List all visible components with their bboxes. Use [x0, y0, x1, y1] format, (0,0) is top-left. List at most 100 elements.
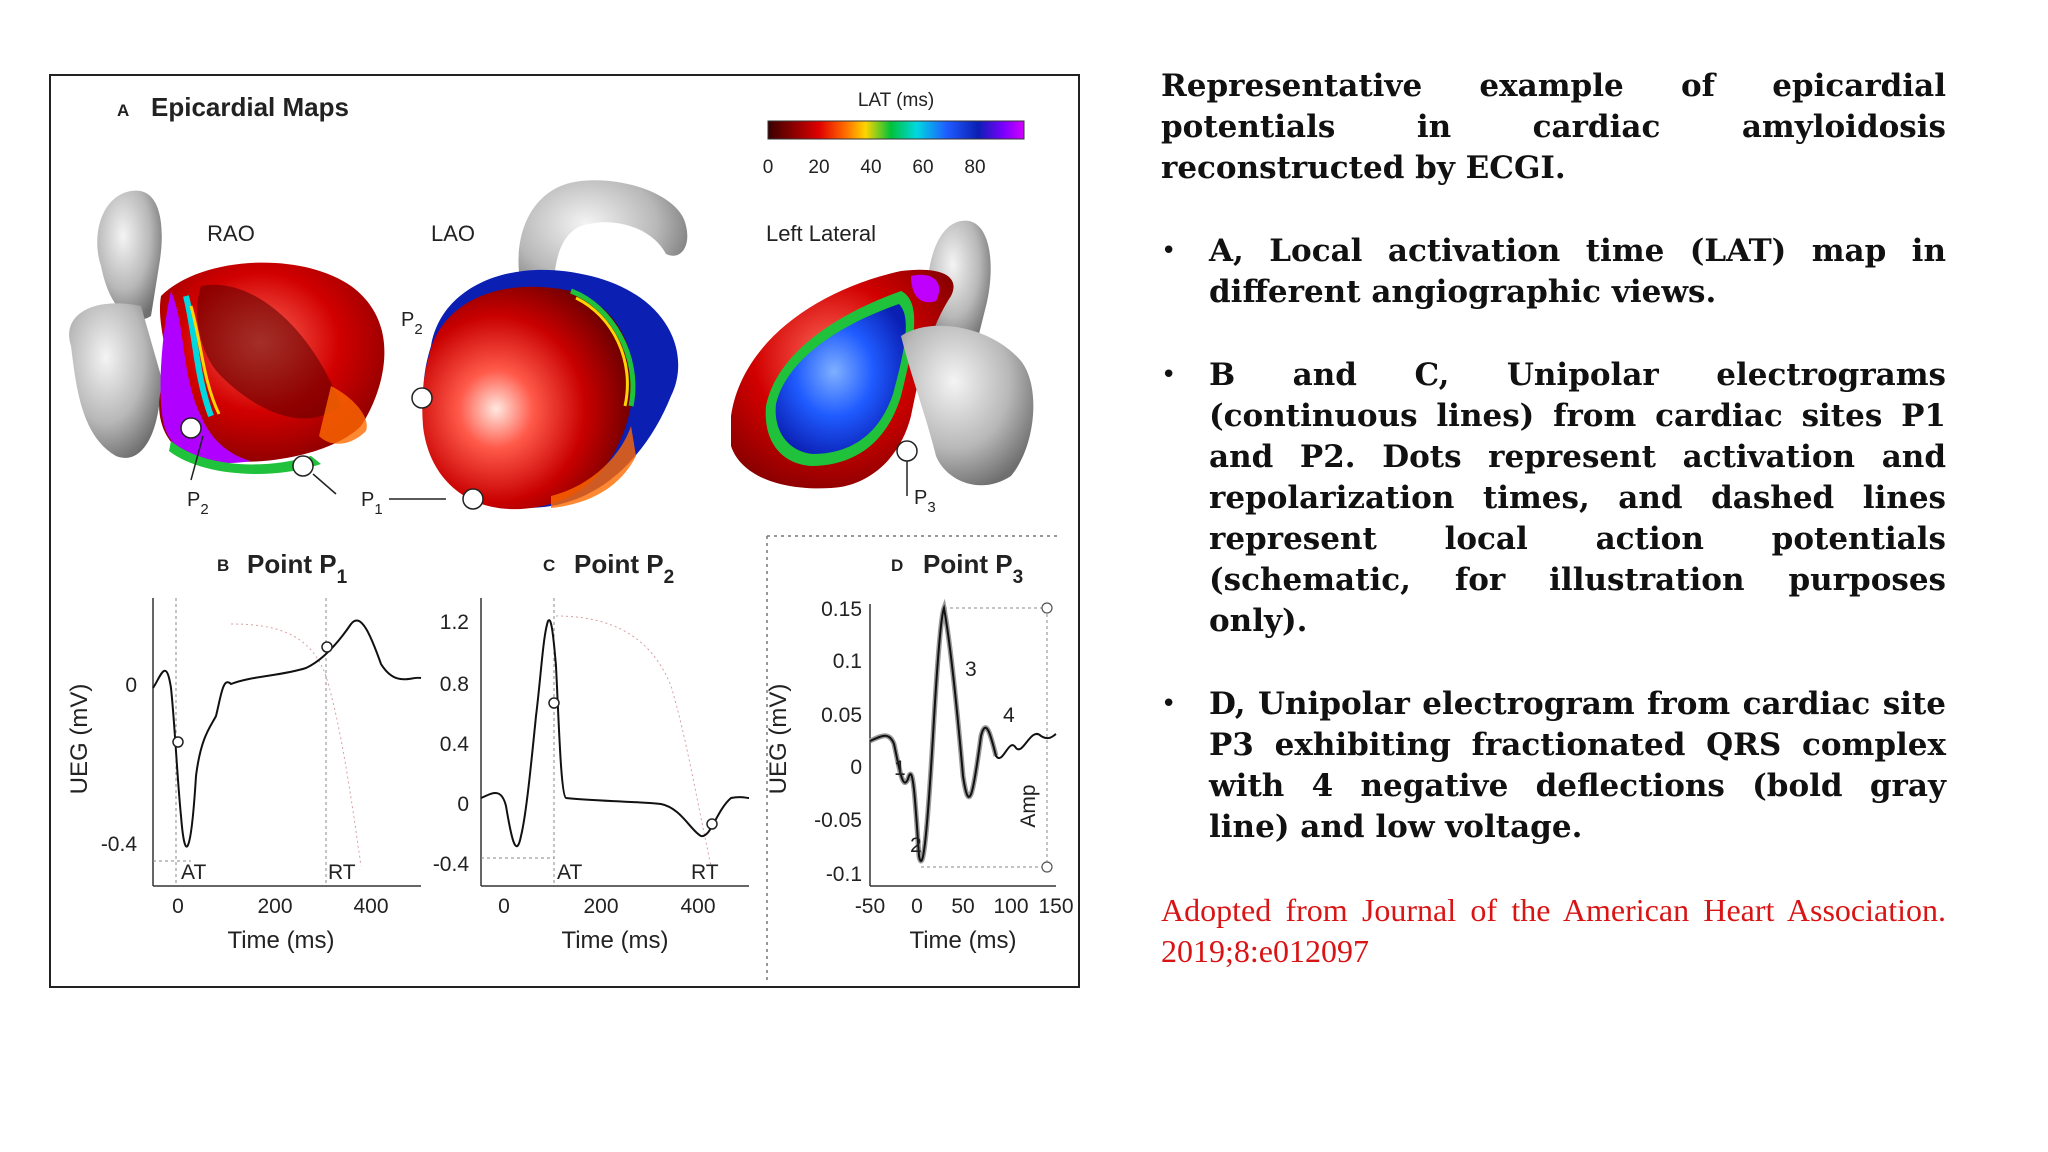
panel-d-xtick: 50: [951, 895, 974, 918]
caption-bullet-text: D, Unipolar electrogram from cardiac sit…: [1209, 686, 1946, 845]
panel-d-xtick: -50: [855, 895, 885, 918]
lao-orange-band: [551, 426, 636, 508]
panel-d-xtick: 150: [1038, 895, 1073, 918]
heart-left-lateral: P3: [731, 220, 1034, 516]
panel-b-ytick: -0.4: [101, 833, 138, 856]
lat-colorbar: LAT (ms) 0 20 40 60 80: [763, 90, 1025, 178]
colorbar-tick: 80: [964, 157, 985, 178]
panel-b-xtick: 400: [353, 895, 388, 918]
panel-b-rt-dot: [321, 641, 333, 653]
panel-c-ueg-trace: [480, 619, 750, 848]
panel-c-xtick: 200: [583, 895, 618, 918]
colorbar-title: LAT (ms): [858, 90, 934, 111]
panel-d-ytick: 0.1: [833, 650, 862, 673]
rao-cyan-band: [183, 295, 214, 418]
figure-canvas: A Epicardial Maps LAT (ms) 0 20 40 60 80…: [66, 90, 1074, 981]
ll-blue-region: [775, 304, 906, 454]
panel-d-deflection-3: 3: [965, 658, 977, 681]
view-label-lao: LAO: [431, 221, 475, 246]
panel-c-ytick: 0.4: [440, 733, 470, 756]
ll-atrium: [901, 325, 1034, 486]
panel-b-xlabel: Time (ms): [227, 927, 334, 954]
panel-b-ytick: 0: [125, 674, 137, 697]
panel-d-xtick: 0: [911, 895, 923, 918]
label-p2-rao: P2: [187, 489, 209, 518]
panel-d-deflection-4: 4: [1003, 704, 1015, 727]
panel-d-ueg-trace: [869, 604, 1057, 862]
bullet-dot: •: [1161, 236, 1177, 266]
panel-c-ytick: -0.4: [433, 853, 470, 876]
panel-c-xlabel: Time (ms): [561, 927, 668, 954]
panel-c-xtick: 400: [680, 895, 715, 918]
heart-rao: P2 P1: [69, 190, 446, 518]
panel-b-ueg-trace: [152, 619, 422, 848]
panel-d-ytick: 0: [850, 756, 862, 779]
colorbar-tick: 20: [808, 157, 829, 178]
panel-d-ytick: 0.05: [821, 704, 862, 727]
colorbar-bar: [767, 120, 1025, 140]
caption-lead: Representative example of epicardial pot…: [1161, 68, 1946, 186]
caption-bullet-text: B and C, Unipolar electrograms (continuo…: [1209, 357, 1946, 639]
colorbar-tick: 0: [763, 157, 774, 178]
heart-lao: P2: [401, 180, 688, 510]
panel-b-at-dot: [172, 736, 184, 748]
rao-atrium: [69, 303, 161, 458]
caption-bullet-bc: • B and C, Unipolar electrograms (continu…: [1161, 355, 1946, 642]
panel-c-xtick: 0: [498, 895, 510, 918]
figure-panel: A Epicardial Maps LAT (ms) 0 20 40 60 80…: [49, 74, 1080, 988]
panel-c-ytick: 0.8: [440, 673, 469, 696]
panel-d-amp-bottom-dot: [1041, 861, 1053, 873]
panel-d-xtick: 100: [993, 895, 1028, 918]
panel-d-amp-label: Amp: [1017, 784, 1040, 827]
panel-a-title: Epicardial Maps: [151, 92, 349, 122]
leader-p2-rao: [190, 435, 204, 481]
label-p3: P3: [914, 487, 936, 516]
panel-c: C Point P2 1.2 0.8 0.4 0 -0.4 0 200 400 …: [433, 549, 750, 954]
panel-d-letter: D: [891, 556, 903, 575]
rao-orange-band: [319, 386, 367, 444]
panel-d-deflection-2: 2: [910, 834, 922, 857]
label-p2-lao: P2: [401, 309, 423, 338]
panel-c-letter: C: [543, 556, 555, 575]
panel-a: A Epicardial Maps LAT (ms) 0 20 40 60 80…: [69, 90, 1034, 518]
panel-c-ytick: 1.2: [440, 611, 469, 634]
caption-credit: Adopted from Journal of the American Hea…: [1161, 892, 1946, 969]
panel-c-title: Point P2: [574, 549, 674, 588]
marker-p3: [896, 440, 918, 462]
lao-yellow-band: [575, 296, 629, 407]
panel-b: B Point P1 0 -0.4 0 200 400 AT RT Time (…: [66, 549, 422, 954]
panel-b-at-label: AT: [181, 861, 206, 884]
view-label-rao: RAO: [207, 221, 255, 246]
panel-b-letter: B: [217, 556, 229, 575]
bullet-dot: •: [1161, 689, 1177, 719]
colorbar-tick: 40: [860, 157, 881, 178]
panel-c-at-dot: [548, 697, 560, 709]
panel-d-ytick: 0.15: [821, 598, 862, 621]
panel-b-action-potential: [230, 623, 362, 867]
leader-p1-rao: [312, 473, 337, 495]
panel-c-rt-label: RT: [691, 861, 719, 884]
panel-d-ylabel: UEG (mV): [765, 684, 792, 795]
marker-p2-lao: [411, 387, 433, 409]
rao-yellow-band: [189, 305, 221, 415]
lao-aorta: [518, 180, 688, 306]
rao-purple-band: [160, 291, 251, 463]
panel-d: D Point P3 0.15 0.1 0.05 0 -0.05 -0.1 -5…: [765, 535, 1074, 981]
panel-c-ytick: 0: [457, 793, 469, 816]
view-label-left-lateral: Left Lateral: [766, 221, 876, 246]
marker-p2-rao: [180, 417, 202, 439]
panel-d-deflection-1: 1: [894, 757, 906, 780]
panel-d-ytick: -0.05: [814, 809, 862, 832]
lao-ventricle: [422, 286, 634, 510]
panel-c-rt-dot: [706, 818, 718, 830]
colorbar-tick: 60: [912, 157, 933, 178]
caption-bullet-d: • D, Unipolar electrogram from cardiac si…: [1161, 684, 1946, 848]
panel-d-xlabel: Time (ms): [909, 927, 1016, 954]
panel-c-at-label: AT: [557, 861, 582, 884]
panel-b-rt-label: RT: [328, 861, 356, 884]
panel-b-title: Point P1: [247, 549, 348, 588]
marker-p1-rao: [292, 455, 314, 477]
marker-p1-lao: [462, 488, 484, 510]
caption-bullet-text: A, Local activation time (LAT) map in di…: [1209, 233, 1946, 310]
panel-c-action-potential: [555, 615, 712, 867]
